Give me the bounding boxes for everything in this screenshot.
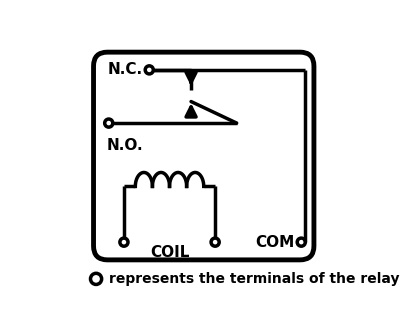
- FancyBboxPatch shape: [94, 52, 314, 260]
- Text: COIL: COIL: [150, 245, 189, 260]
- Text: N.O.: N.O.: [106, 138, 143, 153]
- Text: N.C.: N.C.: [108, 63, 143, 77]
- Text: represents the terminals of the relay: represents the terminals of the relay: [109, 272, 399, 286]
- Text: COM: COM: [256, 235, 295, 250]
